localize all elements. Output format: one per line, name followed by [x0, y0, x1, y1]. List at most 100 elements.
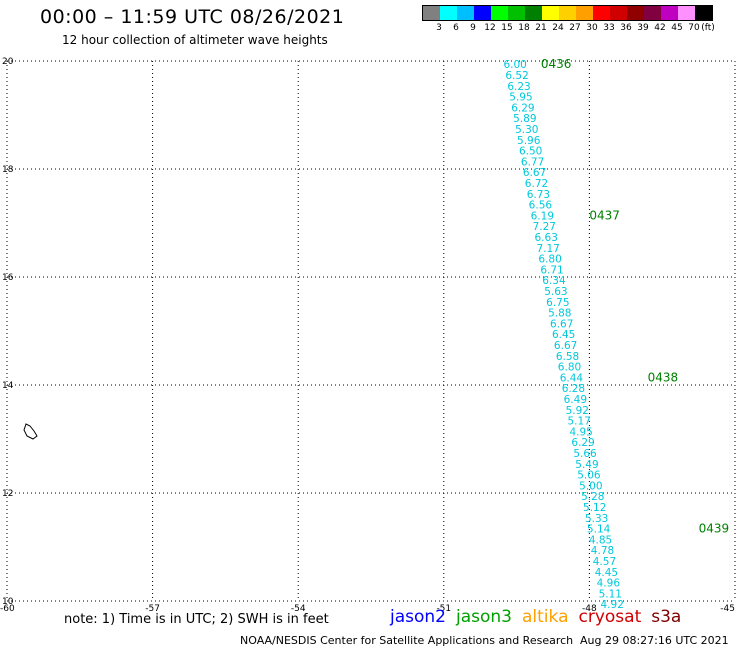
lat-tick-label: 10 — [2, 597, 14, 607]
legend-labels: 3 6 9 12 15 18 21 24 27 30 33 36 39 42 45 70 (ft) — [422, 21, 715, 35]
wave-height-value: 6.67 — [523, 167, 546, 179]
wave-height-value: 6.56 — [529, 200, 553, 212]
legend-swatch — [559, 6, 576, 20]
wave-height-value: 6.50 — [519, 146, 542, 158]
lat-tick-label: 18 — [2, 165, 14, 175]
legend-label: 39 — [637, 23, 649, 33]
wave-height-value: 6.58 — [556, 351, 579, 363]
pass-time-label: 0439 — [699, 522, 730, 536]
legend-swatch — [508, 6, 525, 20]
wave-height-legend: 3 6 9 12 15 18 21 24 27 30 33 36 39 42 45 70 (ft) — [422, 5, 715, 35]
wave-height-value: 7.27 — [533, 221, 556, 233]
wave-height-value: 6.45 — [552, 329, 575, 341]
wave-height-value: 4.45 — [595, 567, 618, 579]
legend-swatch — [491, 6, 508, 20]
generated-timestamp: Aug 29 08:27:16 UTC 2021 — [580, 634, 729, 647]
satellite-name: jason3 — [456, 607, 512, 627]
legend-label: 45 — [671, 23, 683, 33]
map-grid — [6, 60, 736, 602]
wave-height-value: 5.66 — [573, 448, 597, 460]
wave-height-value: 5.33 — [585, 513, 608, 525]
wave-height-value: 6.63 — [535, 232, 558, 244]
wave-height-value: 6.00 — [503, 59, 526, 71]
legend-label: 15 — [501, 23, 513, 33]
wave-height-value: 7.17 — [536, 243, 559, 255]
wave-height-value: 5.00 — [579, 480, 602, 492]
wave-height-value: 6.72 — [525, 178, 548, 190]
lat-tick-label: 12 — [2, 489, 13, 499]
wave-height-value: 6.75 — [546, 297, 569, 309]
wave-height-value: 4.78 — [591, 545, 614, 557]
legend-swatch — [644, 6, 661, 20]
legend-swatch — [678, 6, 695, 20]
wave-height-value: 6.19 — [531, 210, 554, 222]
wave-height-value: 6.49 — [564, 394, 587, 406]
pass-time-label: 0436 — [541, 57, 572, 71]
wave-height-value: 5.12 — [583, 502, 606, 514]
legend-swatch — [695, 6, 712, 20]
wave-height-value: 4.96 — [597, 578, 621, 590]
wave-height-value: 5.14 — [587, 524, 611, 536]
wave-height-value: 6.29 — [511, 102, 534, 114]
wave-height-value: 5.89 — [513, 113, 536, 125]
map-subtitle: 12 hour collection of altimeter wave hei… — [62, 33, 328, 47]
wave-height-value: 6.67 — [554, 340, 577, 352]
legend-swatch — [525, 6, 542, 20]
axis-tick-labels: -60 -57 -54 -51 -48 -45 20 18 16 14 12 10 — [0, 57, 735, 614]
legend-swatch — [457, 6, 474, 20]
lon-tick-label: -60 — [0, 604, 15, 614]
pass-time-label: 0437 — [589, 208, 620, 222]
satellite-name: altika — [522, 607, 569, 627]
lat-tick-label: 20 — [2, 57, 14, 67]
island-outline — [23, 423, 38, 440]
map-title: 00:00 – 11:59 UTC 08/26/2021 — [40, 6, 345, 28]
legend-swatch — [576, 6, 593, 20]
legend-label: 24 — [552, 23, 564, 33]
satellite-name: jason2 — [390, 607, 446, 627]
lat-tick-label: 14 — [2, 381, 14, 391]
legend-label: 30 — [586, 23, 598, 33]
lat-tick-label: 16 — [2, 273, 14, 283]
legend-swatch — [440, 6, 457, 20]
credit-line: NOAA/NESDIS Center for Satellite Applica… — [240, 634, 574, 647]
lon-tick-label: -57 — [145, 604, 160, 614]
legend-label: 12 — [484, 23, 496, 33]
wave-height-value: 6.73 — [527, 189, 550, 201]
legend-label: 6 — [453, 23, 459, 33]
track-time-labels: 0436 0437 0438 0439 — [541, 57, 729, 535]
wave-height-value: 6.71 — [540, 264, 563, 276]
wave-height-value: 6.80 — [558, 362, 581, 374]
legend-label: 33 — [603, 23, 615, 33]
wave-height-value: 6.77 — [521, 156, 544, 168]
wave-height-value: 4.95 — [569, 426, 592, 438]
legend-label: 36 — [620, 23, 632, 33]
wave-height-value: 6.52 — [505, 70, 528, 82]
wave-height-value: 6.67 — [550, 318, 573, 330]
wave-height-value: 6.28 — [562, 383, 585, 395]
legend-label: 18 — [518, 23, 530, 33]
satellite-name: s3a — [651, 607, 682, 627]
wave-height-value: 5.17 — [568, 416, 591, 428]
wave-height-value: 5.06 — [577, 470, 601, 482]
legend-swatch — [610, 6, 627, 20]
wave-height-value: 5.92 — [566, 405, 589, 417]
wave-height-value: 5.88 — [548, 308, 571, 320]
legend-swatches — [422, 5, 713, 21]
wave-height-value: 5.95 — [509, 92, 532, 104]
legend-label: 3 — [436, 23, 442, 33]
lon-tick-label: -48 — [582, 604, 597, 614]
wave-height-value: 5.11 — [599, 588, 622, 600]
legend-swatch — [661, 6, 678, 20]
legend-swatch — [423, 6, 440, 20]
wave-height-value: 6.34 — [542, 275, 566, 287]
altimeter-track: 6.006.526.235.956.295.895.305.966.506.77… — [503, 59, 623, 611]
satellite-legend: jason2 jason3 altika cryosat s3a — [390, 607, 691, 627]
wave-height-value: 6.44 — [560, 372, 584, 384]
lon-tick-label: -45 — [720, 604, 735, 614]
wave-height-value: 4.85 — [589, 534, 612, 546]
legend-label: 9 — [470, 23, 476, 33]
wave-height-value: 5.63 — [544, 286, 567, 298]
legend-label: (ft) — [701, 23, 715, 33]
legend-swatch — [542, 6, 559, 20]
